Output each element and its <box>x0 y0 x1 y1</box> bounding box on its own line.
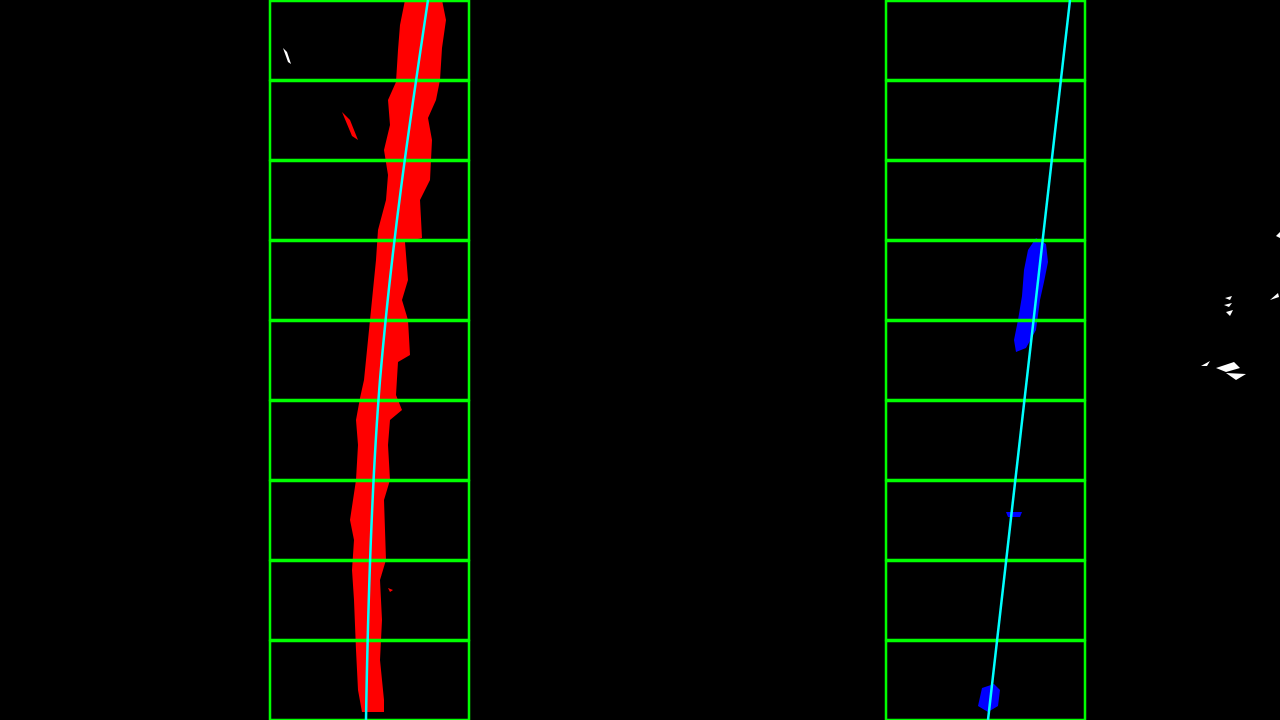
noise-speck <box>1225 296 1232 300</box>
noise-speck <box>1216 362 1240 372</box>
left-window-9 <box>268 639 471 720</box>
right-lane-speck <box>1006 512 1022 517</box>
noise-speck <box>1201 361 1210 366</box>
right-lane-windows <box>884 0 1087 720</box>
left-lane-blob <box>350 0 446 712</box>
noise-speck <box>1226 310 1233 316</box>
noise-speck <box>283 48 291 64</box>
noise-pixels <box>283 48 1280 380</box>
noise-speck <box>1276 232 1280 238</box>
right-lane-blob-bottom <box>978 684 1000 712</box>
noise-speck <box>1226 373 1246 380</box>
left-lane-speck <box>342 112 358 140</box>
right-lane-fit-line <box>986 0 1072 720</box>
noise-speck <box>1270 293 1279 300</box>
noise-speck <box>1224 303 1232 307</box>
left-lane-pixels <box>342 0 446 712</box>
left-lane-speck <box>388 588 393 592</box>
left-lane-windows <box>268 0 471 720</box>
left-lane-fit-line <box>364 0 430 720</box>
right-window-9 <box>884 639 1087 720</box>
